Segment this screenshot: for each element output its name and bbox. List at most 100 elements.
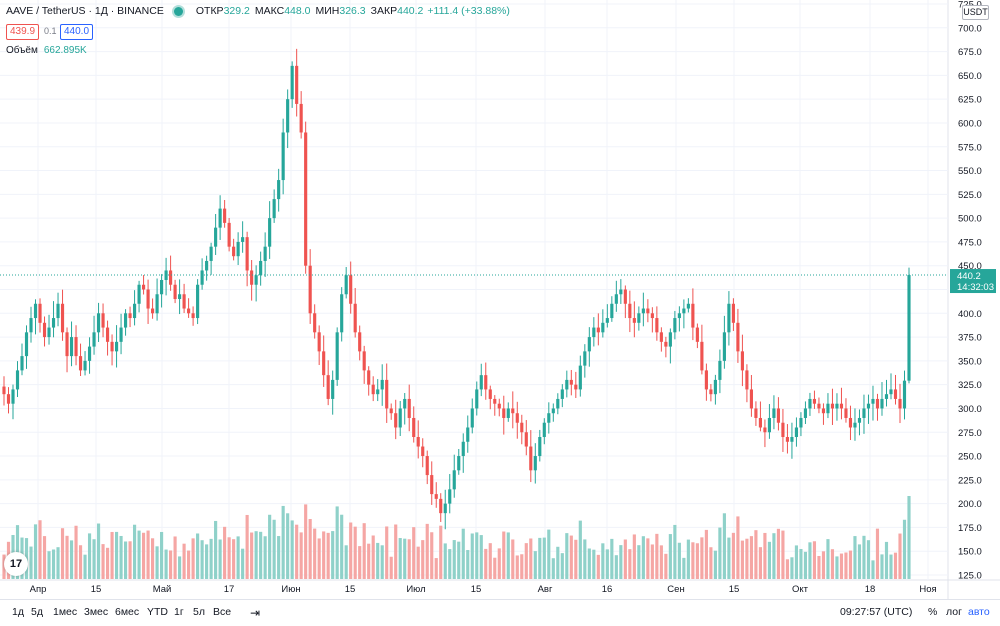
symbol-legend: AAVE / TetherUS · 1Д · BINANCE ОТКР 329.2… <box>6 5 510 17</box>
candle-body <box>821 408 826 414</box>
volume-bar <box>83 554 87 579</box>
buy-price-button[interactable]: 440.0 <box>60 24 94 40</box>
volume-bar <box>506 532 510 579</box>
volume-bar <box>182 543 186 579</box>
volume-bar <box>51 549 56 579</box>
volume-bar <box>430 532 434 579</box>
price-tick-label: 700.0 <box>958 23 982 34</box>
timeframe-all[interactable]: Все <box>213 606 232 618</box>
volume-bar <box>871 560 875 579</box>
volume-bar <box>556 546 560 579</box>
volume-bar <box>443 543 447 579</box>
last-price-badge <box>950 269 996 294</box>
candle-body <box>123 313 128 328</box>
volume-bar <box>731 532 735 579</box>
candle-body <box>385 379 389 409</box>
time-axis[interactable]: Апр 15 Май 17 Июн 15 Июл 15 Авг 16 Сен 15 Окт 18 Ноя <box>30 584 937 595</box>
price-tick-label: 675.0 <box>958 47 982 58</box>
candle-body <box>812 398 817 404</box>
volume-bar <box>758 547 762 579</box>
price-tick-label: 525.0 <box>958 190 982 201</box>
candle-body <box>884 394 889 399</box>
volume-bar <box>101 544 105 579</box>
volume-bar <box>151 538 155 579</box>
candle-body <box>785 437 790 442</box>
volume-bar <box>146 530 150 579</box>
volume-bar <box>425 523 429 579</box>
close-value: 440.2 <box>397 5 424 17</box>
auto-toggle[interactable]: авто <box>968 606 990 618</box>
candle-body <box>637 313 641 323</box>
log-toggle[interactable]: лог <box>946 606 962 618</box>
volume-bar <box>848 550 853 579</box>
candle-body <box>605 318 609 323</box>
time-tick-label: 16 <box>602 584 613 595</box>
volume-bar <box>547 529 551 579</box>
candle-body <box>731 303 735 323</box>
candle-body <box>200 270 204 285</box>
volume-bar <box>29 546 33 579</box>
volume-bar <box>803 551 808 579</box>
timeframe-1m[interactable]: 1мес <box>53 606 78 618</box>
tradingview-logo-icon[interactable]: 17 <box>4 552 28 576</box>
timeframe-1y[interactable]: 1г <box>174 606 184 618</box>
volume-bar <box>866 540 871 579</box>
candle-body <box>430 475 434 495</box>
volume-bar <box>601 543 605 579</box>
candle-body <box>691 303 695 328</box>
candle-body <box>560 389 564 399</box>
volume-bar <box>155 546 159 579</box>
timeframe-ytd[interactable]: YTD <box>147 606 168 618</box>
volume-bar <box>205 544 209 579</box>
volume-bar <box>826 539 830 579</box>
timeframe-5y[interactable]: 5л <box>193 606 205 618</box>
time-tick-label: Июл <box>406 584 425 595</box>
candle-body <box>299 103 303 133</box>
time-tick-label: Окт <box>792 584 809 595</box>
candle-body <box>583 351 587 366</box>
timeframe-5d[interactable]: 5д <box>31 606 43 618</box>
candle-body <box>362 351 366 371</box>
candle-body <box>245 237 249 271</box>
volume-bar <box>286 513 290 579</box>
volume-bar <box>403 538 407 579</box>
percent-toggle[interactable]: % <box>928 606 938 618</box>
volume-bar <box>340 514 344 579</box>
volume-bar <box>641 536 645 579</box>
time-tick-label: Ноя <box>919 584 936 595</box>
volume-bar <box>875 528 880 579</box>
grid-lines <box>0 0 1000 599</box>
candle-body <box>227 222 231 247</box>
volume-bar <box>668 534 672 579</box>
candle-body <box>313 313 317 333</box>
price-tick-label: 250.0 <box>958 452 982 463</box>
clock[interactable]: 09:27:57 (UTC) <box>840 606 913 618</box>
volume-bar <box>493 557 497 579</box>
date-range-icon[interactable]: ⇥ <box>250 606 261 620</box>
time-tick-label: Апр <box>30 584 47 595</box>
volume-bar <box>709 547 713 579</box>
timeframe-3m[interactable]: 3мес <box>84 606 109 618</box>
timeframe-6m[interactable]: 6мес <box>115 606 140 618</box>
volume-bar <box>259 531 263 579</box>
volume-bar <box>853 536 857 579</box>
candle-body <box>700 341 704 371</box>
volume-bar <box>677 542 681 579</box>
volume-bar <box>902 519 907 579</box>
candle-body <box>497 403 501 409</box>
volume-bar <box>263 536 267 579</box>
candle-body <box>340 294 344 333</box>
sell-price-button[interactable]: 439.9 <box>6 24 40 40</box>
candle-body <box>272 199 276 219</box>
volume-bar <box>250 532 254 579</box>
volume-bar <box>646 538 650 579</box>
timeframe-1d[interactable]: 1д <box>12 606 24 618</box>
symbol-title[interactable]: AAVE / TetherUS · 1Д · BINANCE <box>6 5 164 17</box>
candle-body <box>151 308 155 314</box>
price-tick-label: 600.0 <box>958 118 982 129</box>
candle-body <box>862 408 866 418</box>
volume-bar <box>114 531 119 579</box>
currency-button[interactable]: USDT <box>962 5 989 20</box>
volume-bar <box>830 549 835 579</box>
